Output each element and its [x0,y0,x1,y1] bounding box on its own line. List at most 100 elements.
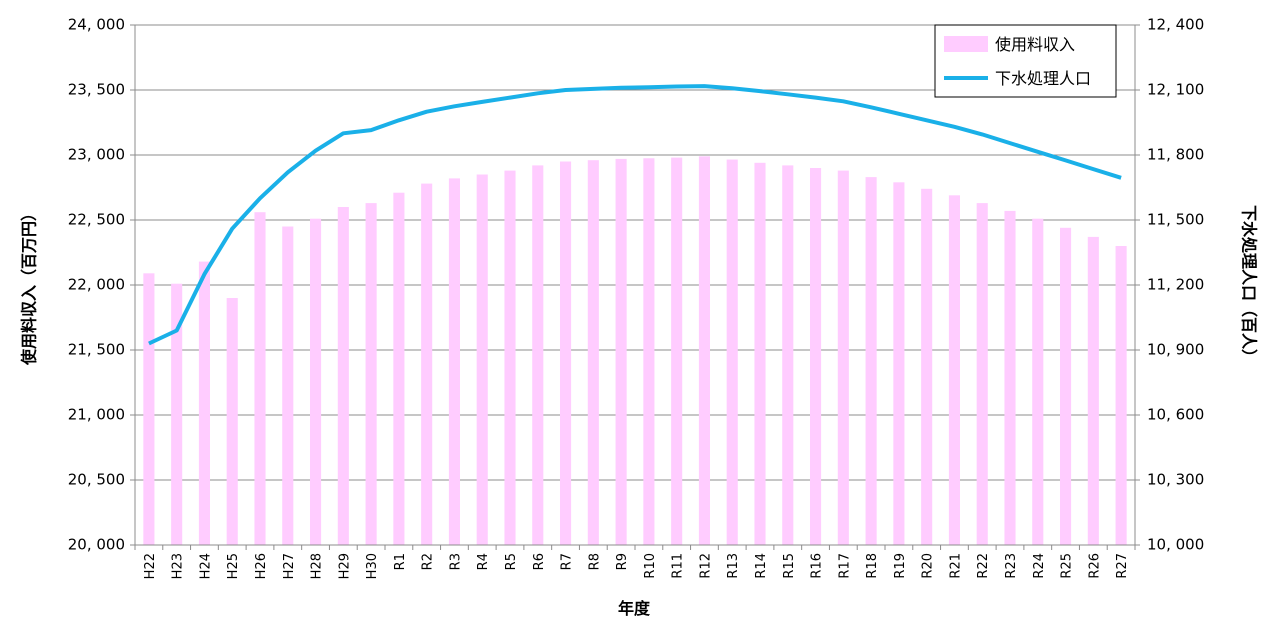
y-tick-label-left: 22, 500 [68,211,125,229]
bar [226,298,238,545]
y-tick-label-right: 10, 900 [1147,341,1204,359]
bar [171,283,183,545]
x-tick-label: H23 [171,553,186,579]
bar [198,261,210,545]
x-tick-label: R25 [1060,553,1075,579]
x-tick-label: R26 [1087,553,1102,579]
bar [532,165,544,545]
population-line [148,84,1122,346]
legend-label-revenue: 使用料収入 [995,35,1075,54]
y-tick-label-left: 21, 500 [68,341,125,359]
x-tick-label: H24 [198,553,213,579]
bar [254,212,266,545]
x-tick-label: R22 [976,553,991,579]
y-tick-label-left: 23, 000 [68,146,125,164]
y-tick-label-right: 10, 300 [1147,471,1204,489]
y-tick-label-left: 22, 000 [68,276,125,294]
bar [893,182,905,546]
x-axis-ticks: H22 H23 H24 H25 H26 H27 H28 H29 H30 R1 R2 R3 R4 R5 R6 R… [143,553,1130,579]
x-tick-label: R18 [865,553,880,579]
gridlines [135,24,1135,481]
bar [393,192,405,545]
legend-bar-swatch [944,36,988,52]
bar [976,203,988,545]
x-tick-label: R2 [421,553,436,570]
bar [948,195,960,546]
x-tick-label: R17 [837,553,852,579]
legend-label-population: 下水処理人口 [995,69,1091,88]
x-tick-label: R16 [810,553,825,579]
x-tick-label: R27 [1115,553,1130,579]
x-tick-label: R7 [560,553,575,570]
y-tick-label-right: 12, 100 [1147,81,1204,99]
bar [1004,210,1016,545]
x-tick-label: R15 [782,553,797,579]
x-tick-label: H26 [254,553,269,579]
bar [615,158,627,545]
y-tick-label-right: 11, 800 [1147,146,1204,164]
bar [726,159,738,546]
bar [310,218,322,545]
bar [1115,246,1127,545]
bar [782,165,794,545]
bar [560,161,572,545]
bar [365,203,377,545]
x-tick-label: H28 [310,553,325,579]
y-tick-label-right: 11, 500 [1147,211,1204,229]
x-tick-label: R9 [615,553,630,570]
line-layer [148,84,1122,346]
x-tick-label: R19 [893,553,908,579]
y-axis-left-ticks: 20, 000 20, 500 21, 000 21, 500 22, 000 22, 5… [68,16,125,554]
bar [337,207,349,545]
x-tick-label: H25 [226,553,241,579]
bar [1032,218,1044,545]
x-tick-label: R11 [671,553,686,579]
x-tick-label: R6 [532,553,547,570]
x-tick-label: R14 [754,553,769,579]
bar [865,177,877,545]
bar [448,178,460,545]
y-tick-label-right: 11, 200 [1147,276,1204,294]
y-tick-label-left: 20, 500 [68,471,125,489]
x-tick-label: R12 [698,553,713,579]
x-tick-label: R3 [448,553,463,570]
y-tick-label-left: 23, 500 [68,81,125,99]
y-tick-label-left: 21, 000 [68,406,125,424]
x-tick-label: H29 [337,553,352,579]
x-tick-label: R4 [476,553,491,570]
x-tick-label: R23 [1004,553,1019,579]
x-axis-title: 年度 [618,599,651,618]
bar [1060,227,1072,546]
x-tick-label: H22 [143,553,158,579]
x-tick-label: H30 [365,553,380,579]
bar [587,160,599,545]
y-tick-label-left: 20, 000 [68,536,125,554]
x-tick-label: R1 [393,553,408,570]
bar [837,170,849,545]
x-tick-label: R13 [726,553,741,579]
x-tick-label: R5 [504,553,519,570]
x-tick-label: H27 [282,553,297,579]
x-tick-label: R21 [948,553,963,579]
x-tick-label: R8 [587,553,602,570]
bar [810,168,822,545]
bar [1087,236,1099,545]
x-tick-label: R10 [643,553,658,579]
legend: 使用料収入 下水処理人口 [934,24,1117,98]
bar [282,226,294,545]
axes [130,24,1140,550]
x-tick-label: R20 [921,553,936,579]
y-axis-right-title: 下水処理人口（百人） [1240,205,1259,365]
bar [921,188,933,546]
bar [698,156,710,546]
bar [643,158,655,545]
y-axis-right-ticks: 10, 000 10, 300 10, 600 10, 900 11, 200 11, 5… [1147,16,1204,554]
x-tick-label: R24 [1032,553,1047,579]
y-tick-label-right: 12, 400 [1147,16,1204,34]
bar [754,162,766,546]
bar [504,170,516,545]
bar [421,183,433,545]
bar [476,174,488,545]
y-axis-left-title: 使用料収入（百万円） [20,205,39,366]
